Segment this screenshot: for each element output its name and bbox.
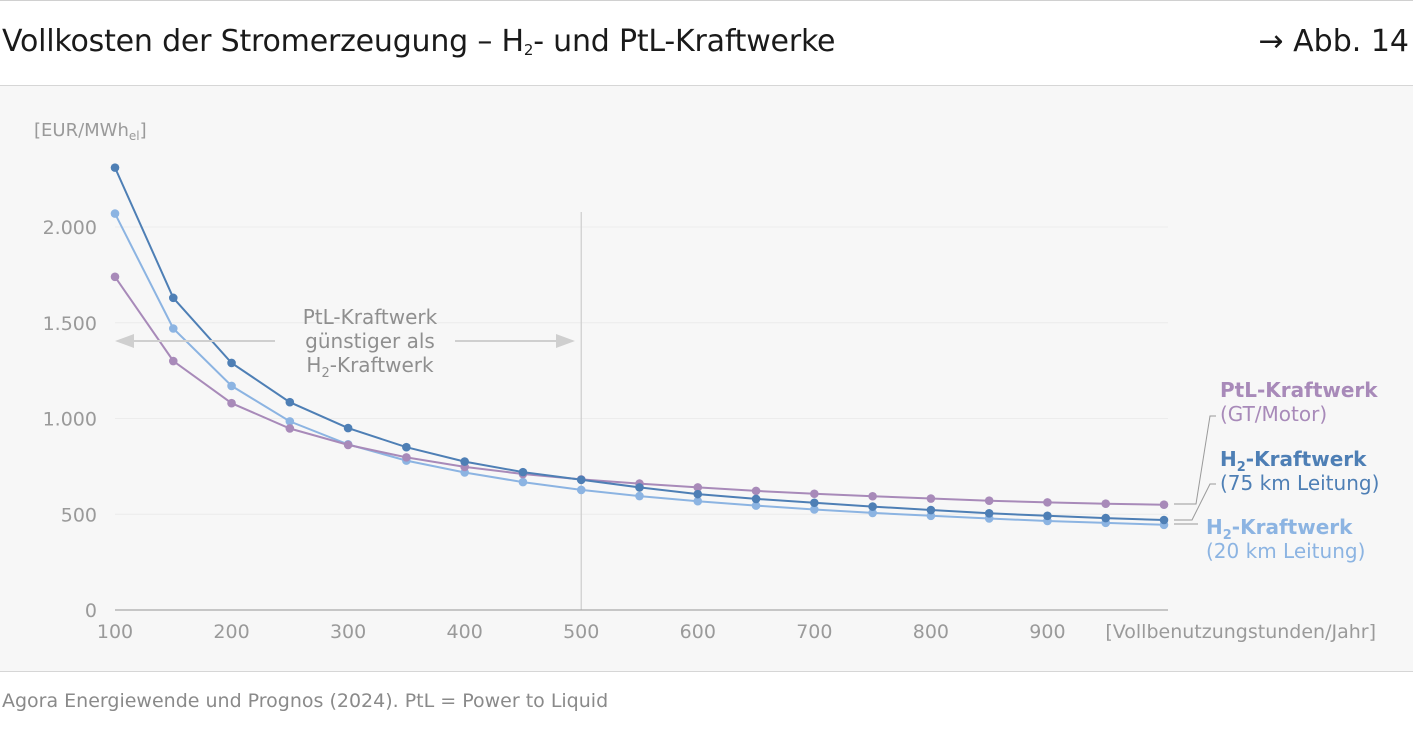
data-point-h2_75	[110, 163, 120, 172]
data-point-h2_75	[518, 467, 528, 477]
data-point-h2_75	[810, 498, 819, 508]
line-chart: 0 500 1.000 1.500 2.000 100 200 300 400 500 600 700…	[34, 120, 1379, 643]
data-point-h2_75	[868, 502, 877, 511]
data-point-h2_75	[460, 457, 469, 466]
data-point-ptl	[343, 440, 353, 450]
x-tick-label: 600	[680, 621, 716, 643]
data-point-ptl	[693, 483, 703, 492]
data-point-h2_75	[751, 494, 761, 504]
data-point-ptl	[810, 489, 819, 499]
legend-sublabel-ptl: (GT/Motor)	[1220, 402, 1327, 426]
data-point-ptl	[751, 486, 761, 496]
legend-label-ptl: PtL-Kraftwerk	[1220, 378, 1378, 402]
data-point-h2_75	[984, 508, 994, 518]
x-tick-label: 800	[913, 621, 949, 643]
data-point-ptl	[926, 494, 936, 503]
annotation-arrowhead-left	[115, 334, 134, 348]
x-tick-label: 100	[97, 621, 133, 643]
annotation-arrowhead-right	[556, 334, 575, 348]
data-point-h2_75	[1043, 511, 1052, 521]
data-point-h2_20	[810, 505, 819, 514]
annotation-line1: PtL-Kraftwerk	[303, 305, 438, 329]
y-tick-label: 1.000	[43, 409, 97, 431]
data-point-ptl	[168, 356, 178, 366]
y-tick-label: 1.500	[43, 313, 97, 335]
x-tick-label: 500	[563, 621, 599, 643]
data-point-ptl	[110, 272, 120, 282]
annotation-line3: H2-Kraftwerk	[306, 353, 434, 381]
data-point-h2_20	[576, 485, 586, 495]
data-point-h2_20	[168, 324, 178, 333]
data-point-h2_20	[110, 209, 120, 218]
data-point-h2_75	[227, 358, 236, 368]
data-point-ptl	[1043, 498, 1052, 507]
legend-leader-ptl	[1174, 415, 1216, 505]
y-axis-label: [EUR/MWhel]	[34, 120, 147, 143]
x-tick-label: 400	[447, 621, 483, 643]
data-point-h2_75	[1101, 513, 1111, 523]
data-point-h2_20	[693, 496, 703, 506]
data-point-h2_75	[285, 397, 295, 407]
data-point-h2_20	[518, 477, 528, 487]
top-rule	[0, 0, 1413, 1]
legend-label-h2_75: H2-Kraftwerk	[1220, 447, 1367, 475]
data-point-ptl	[1159, 500, 1169, 509]
data-point-ptl	[285, 424, 295, 433]
data-point-ptl	[984, 496, 994, 505]
data-point-h2_75	[926, 505, 936, 515]
data-point-ptl	[402, 453, 411, 462]
data-point-h2_20	[635, 491, 644, 501]
figure-title: Vollkosten der Stromerzeugung – H2- und …	[2, 24, 836, 59]
data-point-h2_75	[693, 489, 703, 499]
data-point-ptl	[227, 398, 236, 408]
data-point-h2_75	[168, 293, 178, 303]
legend-leader-h2_75	[1174, 483, 1216, 521]
y-tick-label: 500	[61, 504, 97, 526]
legend-sublabel-h2_20: (20 km Leitung)	[1206, 539, 1365, 563]
data-point-h2_20	[868, 508, 877, 518]
legend-sublabel-h2_75: (75 km Leitung)	[1220, 471, 1379, 495]
x-tick-label: 200	[213, 621, 249, 643]
x-axis-label: [Vollbenutzungstunden/Jahr]	[1105, 621, 1376, 643]
data-point-h2_75	[1159, 515, 1169, 525]
x-tick-label: 300	[330, 621, 366, 643]
data-point-h2_75	[402, 442, 411, 452]
data-point-h2_75	[576, 475, 586, 485]
data-point-h2_20	[285, 417, 295, 426]
figure-header: Vollkosten der Stromerzeugung – H2- und …	[0, 0, 1413, 85]
data-point-h2_75	[343, 423, 353, 433]
y-tick-label: 2.000	[43, 217, 97, 239]
figure-reference: → Abb. 14	[1258, 24, 1409, 59]
x-tick-label: 900	[1029, 621, 1065, 643]
annotation-line2: günstiger als	[305, 329, 435, 353]
series-line-h2_20	[114, 213, 1165, 526]
data-point-ptl	[868, 491, 877, 501]
data-point-ptl	[1101, 499, 1111, 509]
data-point-h2_20	[751, 501, 761, 510]
x-tick-label: 700	[796, 621, 832, 643]
source-note: Agora Energiewende und Prognos (2024). P…	[2, 690, 609, 712]
data-point-h2_20	[227, 381, 236, 391]
legend-label-h2_20: H2-Kraftwerk	[1206, 515, 1353, 543]
series-line-h2_75	[114, 167, 1165, 521]
data-point-h2_75	[635, 483, 644, 492]
y-tick-label: 0	[85, 600, 97, 622]
chart-panel: 0 500 1.000 1.500 2.000 100 200 300 400 500 600 700…	[0, 85, 1413, 672]
